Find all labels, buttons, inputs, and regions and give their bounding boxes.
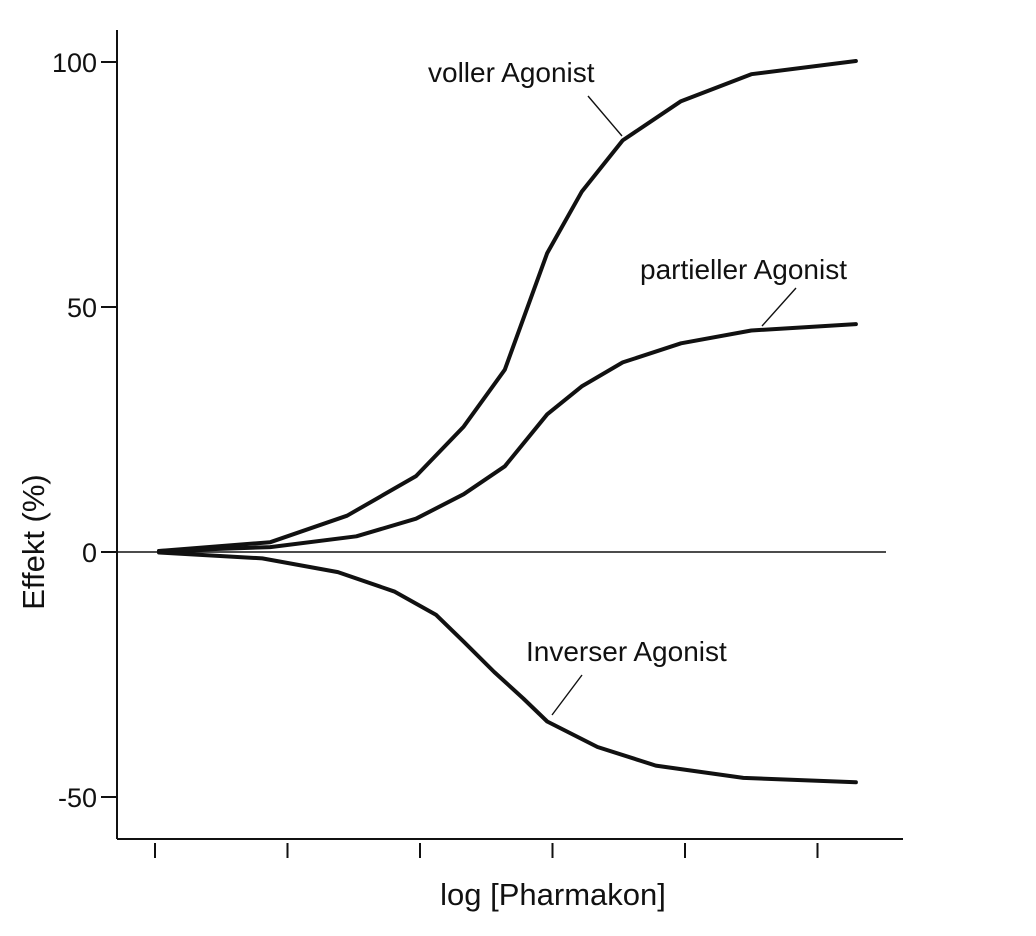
x-ticks <box>154 843 819 858</box>
annotation-voller-agonist: voller Agonist <box>428 57 595 88</box>
annotation-inverser-agonist: Inverser Agonist <box>526 636 727 667</box>
y-ticks: 100 50 0 -50 <box>52 48 117 813</box>
leader-inverser-agonist <box>551 674 583 716</box>
series-line-inverser-agonist <box>157 550 858 785</box>
series-line-partieller-agonist <box>157 322 858 553</box>
annotation-partieller-agonist: partieller Agonist <box>640 254 847 285</box>
x-axis-label: log [Pharmakon] <box>440 877 666 912</box>
annotations: voller Agonist partieller Agonist Invers… <box>428 57 847 716</box>
axes <box>116 30 903 840</box>
series-line-voller-agonist <box>157 59 858 553</box>
y-tick-label: 0 <box>82 538 97 568</box>
y-tick-label: -50 <box>58 783 97 813</box>
y-axis-label: Effekt (%) <box>16 474 51 610</box>
y-tick-label: 50 <box>67 293 97 323</box>
y-tick-label: 100 <box>52 48 97 78</box>
curves <box>157 59 858 785</box>
leader-partieller-agonist <box>761 287 797 327</box>
leader-voller-agonist <box>587 95 623 137</box>
